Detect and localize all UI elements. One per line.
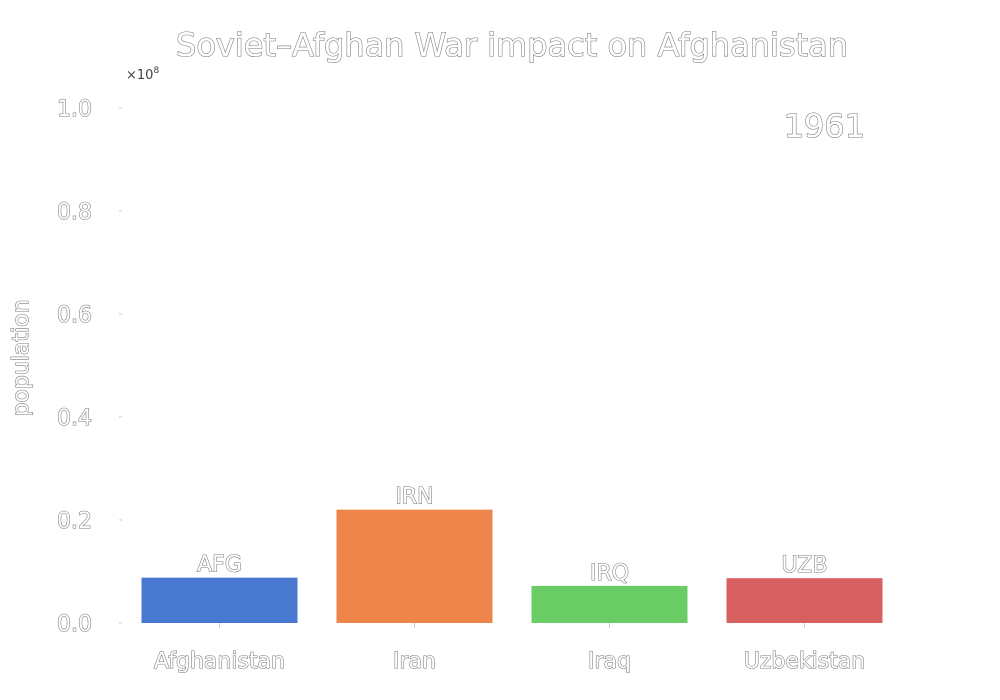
bar-code-label: UZB (782, 553, 828, 578)
bar-afg (141, 577, 298, 623)
bar-code-label: IRN (395, 485, 433, 510)
y-axis-label: population (9, 299, 34, 416)
bar-irq (531, 585, 688, 623)
y-tick-label: 0.6 (57, 303, 92, 328)
bars: AFG IRN IRQ UZB (141, 484, 883, 623)
y-tick-label: 0.4 (57, 406, 92, 431)
x-tick-label: Iran (393, 649, 436, 674)
bar-code-label: IRQ (590, 561, 629, 586)
y-multiplier-label: ×108 (126, 66, 159, 83)
y-tick-label: 0.2 (57, 509, 92, 534)
chart-title: Soviet–Afghan War impact on Afghanistan (176, 26, 848, 64)
y-axis: 0.0 0.2 0.4 0.6 0.8 1.0 (56, 96, 122, 638)
y-tick-label: 1.0 (57, 97, 92, 122)
y-tick-label: 0.8 (57, 200, 92, 225)
bar-code-label: AFG (197, 553, 242, 578)
bar-uzb (726, 578, 883, 623)
x-axis: Afghanistan Iran Iraq Uzbekistan (153, 623, 866, 675)
bar-irn (336, 509, 493, 623)
x-tick-label: Afghanistan (154, 649, 285, 674)
year-label: 1961 (784, 107, 865, 145)
x-tick-label: Iraq (588, 649, 631, 674)
x-tick-label: Uzbekistan (744, 649, 866, 674)
y-tick-label: 0.0 (57, 612, 92, 637)
